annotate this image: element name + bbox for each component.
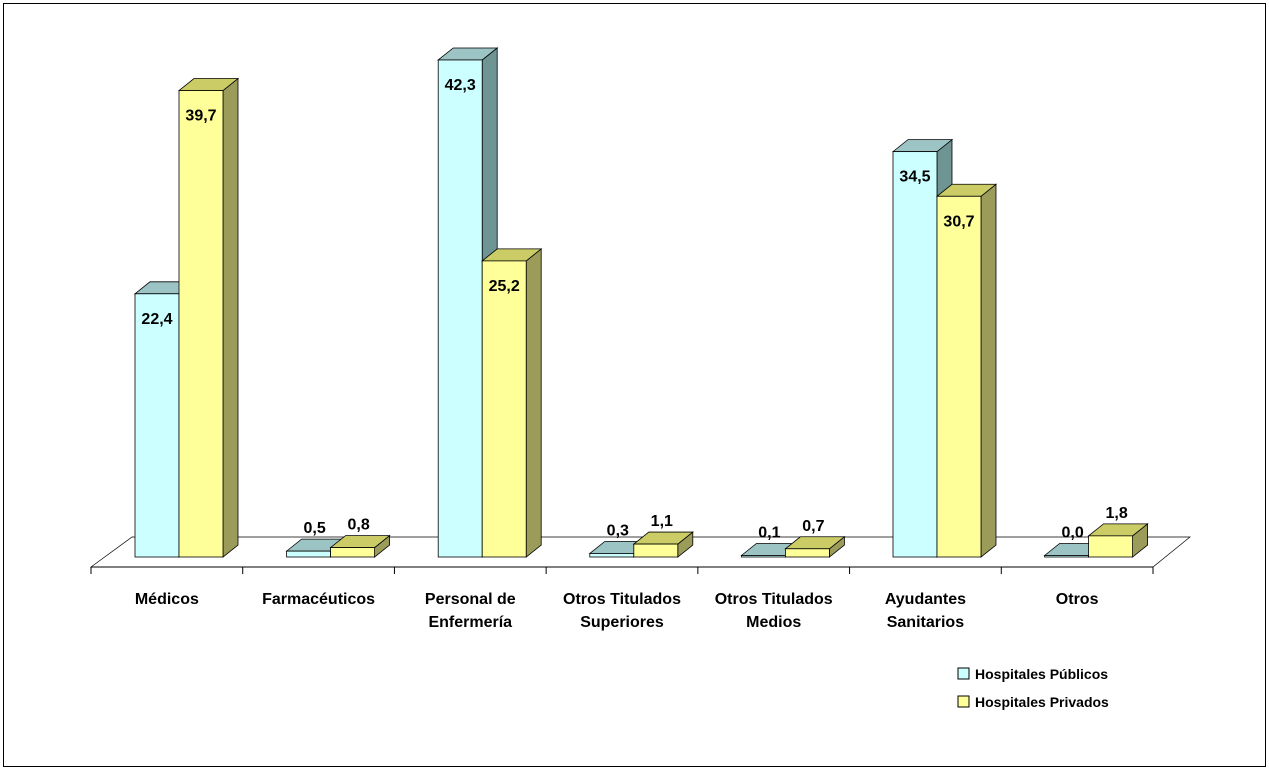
data-label: 34,5 — [899, 169, 930, 186]
bar-publicos — [589, 553, 635, 558]
data-label: 22,4 — [141, 311, 172, 328]
data-label: 0,7 — [802, 518, 824, 535]
bar-privados-side — [980, 183, 997, 558]
data-label: 39,7 — [185, 108, 216, 125]
category-label: Farmacéuticos — [262, 591, 375, 608]
bar-publicos — [741, 555, 786, 558]
legend-label: Hospitales Públicos — [975, 666, 1108, 682]
legend-swatch — [957, 695, 970, 708]
bar-privados — [330, 547, 376, 558]
bar-publicos — [134, 293, 180, 558]
bar-privados-side — [525, 248, 542, 558]
category-label: Otros Titulados — [563, 591, 681, 608]
data-label: 0,3 — [607, 522, 629, 539]
category-label: Personal de — [425, 591, 516, 608]
legend-swatch — [957, 667, 970, 680]
category-label: Sanitarios — [887, 614, 964, 631]
category-label: Médicos — [135, 591, 199, 608]
data-label: 42,3 — [445, 77, 476, 94]
bar-privados — [1088, 535, 1133, 558]
bar-chart: 22,4 39,7 0,5 0,8 42,3 25,2 0,3 1,1 0,1 0,7 34,5 30… — [89, 47, 1191, 710]
data-label: 1,1 — [651, 513, 673, 530]
legend-label: Hospitales Privados — [975, 694, 1109, 710]
bar-privados-side — [222, 77, 239, 558]
bar-privados — [178, 90, 224, 558]
data-label: 0,8 — [347, 517, 369, 534]
data-label: 0,5 — [303, 520, 325, 537]
bar-publicos — [437, 59, 483, 558]
category-label: Enfermería — [428, 614, 512, 631]
bar-privados — [936, 195, 982, 558]
bar-privados — [481, 260, 527, 558]
data-label: 1,8 — [1105, 505, 1127, 522]
chart-frame: 22,4 39,7 0,5 0,8 42,3 25,2 0,3 1,1 0,1 0,7 34,5 30… — [3, 3, 1266, 767]
category-label: Ayudantes — [885, 591, 966, 608]
data-label: 0,1 — [758, 525, 780, 542]
bar-privados — [633, 543, 679, 558]
data-label: 0,0 — [1061, 525, 1083, 542]
data-label: 30,7 — [943, 213, 974, 230]
category-label: Medios — [746, 614, 801, 631]
bar-privados — [785, 548, 830, 558]
category-label: Otros Titulados — [715, 591, 833, 608]
bar-publicos — [1044, 555, 1089, 558]
bar-publicos — [286, 550, 332, 558]
data-label: 25,2 — [489, 278, 520, 295]
bar-publicos — [892, 151, 938, 558]
category-label: Superiores — [580, 614, 664, 631]
category-label: Otros — [1056, 591, 1099, 608]
